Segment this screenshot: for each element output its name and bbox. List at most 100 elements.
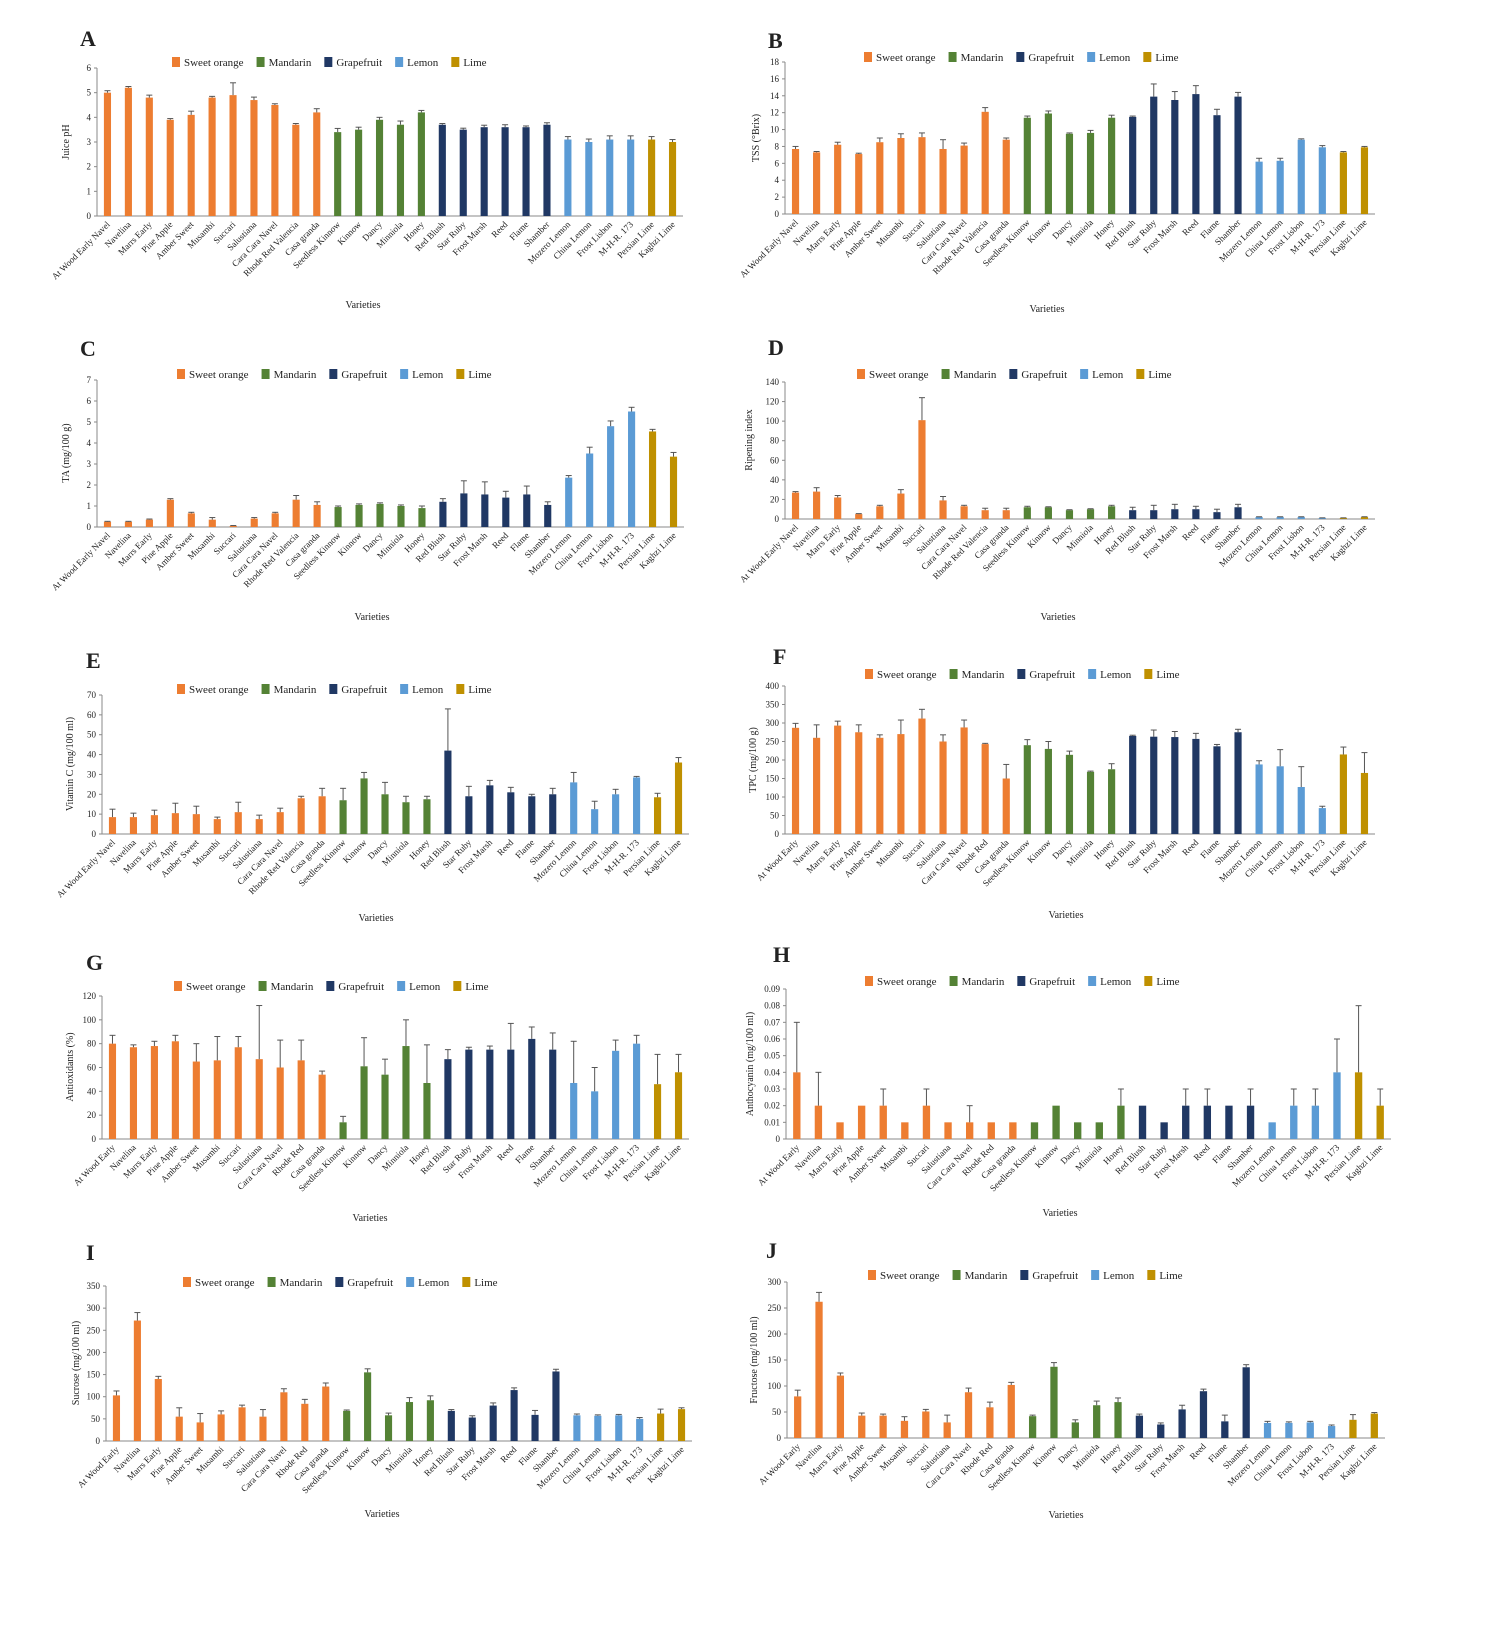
x-tick-label: Kinnow: [341, 1142, 369, 1170]
legend-swatch-grapefruit: [329, 684, 338, 694]
bar-j-20: [1221, 1421, 1229, 1438]
panel-e: E Sweet orange Mandarin Grapefruit Lemon Lime…: [55, 648, 689, 924]
x-tick-label: At Wood Early Navel: [738, 522, 800, 584]
legend-label-grapefruit: Grapefruit: [347, 1277, 393, 1289]
bar-j-8: [964, 1392, 973, 1438]
x-tick-label: Kinnow: [335, 219, 363, 247]
bar-c-13: [376, 503, 384, 527]
bar-c-26: [648, 431, 657, 527]
legend-swatch-lemon: [1091, 1270, 1100, 1280]
legend-swatch-grapefruit: [1017, 669, 1026, 679]
panel-letter-g: G: [86, 950, 103, 975]
y-tick-label: 250: [768, 1303, 782, 1313]
bar-f-6: [918, 718, 926, 834]
y-tick-label: 10: [87, 809, 97, 819]
legend-label-mandarin: Mandarin: [962, 669, 1005, 681]
panel-letter-b: B: [768, 28, 783, 53]
bar-g-22: [570, 1082, 578, 1139]
legend-swatch-lemon: [1080, 369, 1089, 379]
y-tick-label: 150: [87, 1370, 101, 1380]
bar-b-6: [918, 137, 926, 214]
bar-a-21: [543, 124, 551, 216]
y-tick-label: 100: [768, 1381, 782, 1391]
legend-label-lime: Lime: [1148, 369, 1171, 381]
bar-f-21: [1234, 732, 1242, 834]
bar-j-6: [922, 1411, 930, 1438]
panel-h: H Sweet orange Mandarin Grapefruit Lemon Lime…: [745, 942, 1391, 1219]
bar-b-26: [1339, 152, 1347, 214]
bar-c-8: [271, 513, 279, 527]
bar-g-4: [192, 1061, 200, 1139]
bar-d-16: [1129, 510, 1137, 519]
y-tick-label: 200: [768, 1329, 782, 1339]
panel-letter-f: F: [773, 644, 786, 669]
x-axis-label-d: Varieties: [1041, 612, 1076, 623]
bar-i-17: [468, 1417, 476, 1441]
y-tick-label: 350: [87, 1281, 101, 1291]
x-tick-label: At Wood Early Navel: [50, 530, 112, 592]
bar-h-15: [1117, 1105, 1125, 1139]
bar-g-15: [423, 1082, 431, 1139]
bar-h-13: [1074, 1122, 1082, 1139]
legend-swatch-lemon: [395, 57, 404, 67]
bar-d-19: [1192, 509, 1200, 519]
legend-swatch-lime: [451, 57, 460, 67]
bar-f-8: [960, 727, 968, 834]
bar-e-17: [465, 796, 473, 834]
bar-h-10: [1009, 1122, 1017, 1139]
bar-f-15: [1108, 769, 1116, 834]
bar-c-17: [460, 493, 468, 527]
y-axis-label-b: TSS (°Brix): [751, 114, 762, 162]
bar-b-4: [876, 142, 884, 214]
legend-label-lemon: Lemon: [418, 1277, 450, 1289]
bar-f-11: [1023, 745, 1031, 834]
bar-b-27: [1360, 147, 1369, 214]
bar-g-20: [528, 1038, 536, 1139]
bar-i-2: [154, 1379, 162, 1441]
bar-f-23: [1276, 766, 1284, 834]
bar-b-3: [855, 154, 863, 214]
legend-label-mandarin: Mandarin: [961, 52, 1004, 64]
bar-b-2: [834, 144, 842, 214]
legend-label-grapefruit: Grapefruit: [1028, 52, 1074, 64]
legend-label-sweet-orange: Sweet orange: [184, 57, 244, 69]
bar-d-24: [1297, 517, 1305, 519]
bar-d-21: [1234, 507, 1242, 519]
y-tick-label: 200: [87, 1347, 101, 1357]
bar-f-20: [1213, 746, 1221, 834]
bar-e-10: [318, 796, 326, 834]
y-tick-label: 6: [87, 63, 92, 73]
y-tick-label: 40: [770, 475, 780, 485]
bar-c-22: [565, 477, 573, 527]
bar-a-8: [271, 105, 279, 216]
y-tick-label: 5: [87, 417, 92, 427]
bar-j-9: [986, 1407, 994, 1438]
bar-f-5: [897, 734, 905, 834]
x-tick-label: Reed: [1192, 1142, 1213, 1163]
y-tick-label: 300: [768, 1277, 782, 1287]
bar-a-16: [438, 124, 446, 216]
bar-d-15: [1108, 506, 1116, 519]
bar-d-11: [1023, 507, 1031, 519]
legend-swatch-grapefruit: [335, 1277, 344, 1287]
y-tick-label: 100: [766, 792, 780, 802]
x-tick-label: Reed: [1180, 522, 1201, 543]
legend-swatch-lemon: [400, 684, 409, 694]
bar-a-18: [480, 127, 488, 216]
bar-i-15: [426, 1400, 434, 1441]
bar-c-14: [397, 506, 405, 527]
bar-c-10: [313, 504, 321, 527]
bar-c-5: [208, 519, 216, 527]
bar-h-24: [1311, 1105, 1320, 1139]
bar-f-12: [1044, 748, 1052, 834]
legend-h: Sweet orange Mandarin Grapefruit Lemon Lime: [865, 976, 1180, 988]
x-tick-label: Kinnow: [1025, 217, 1053, 245]
panel-letter-e: E: [86, 648, 101, 673]
bar-e-0: [108, 817, 117, 834]
bar-j-14: [1093, 1405, 1101, 1438]
bar-c-11: [334, 507, 342, 527]
bar-f-18: [1171, 737, 1179, 834]
x-tick-label: Kinnow: [1025, 522, 1053, 550]
y-tick-label: 50: [91, 1414, 101, 1424]
x-tick-label: Reed: [489, 219, 510, 240]
